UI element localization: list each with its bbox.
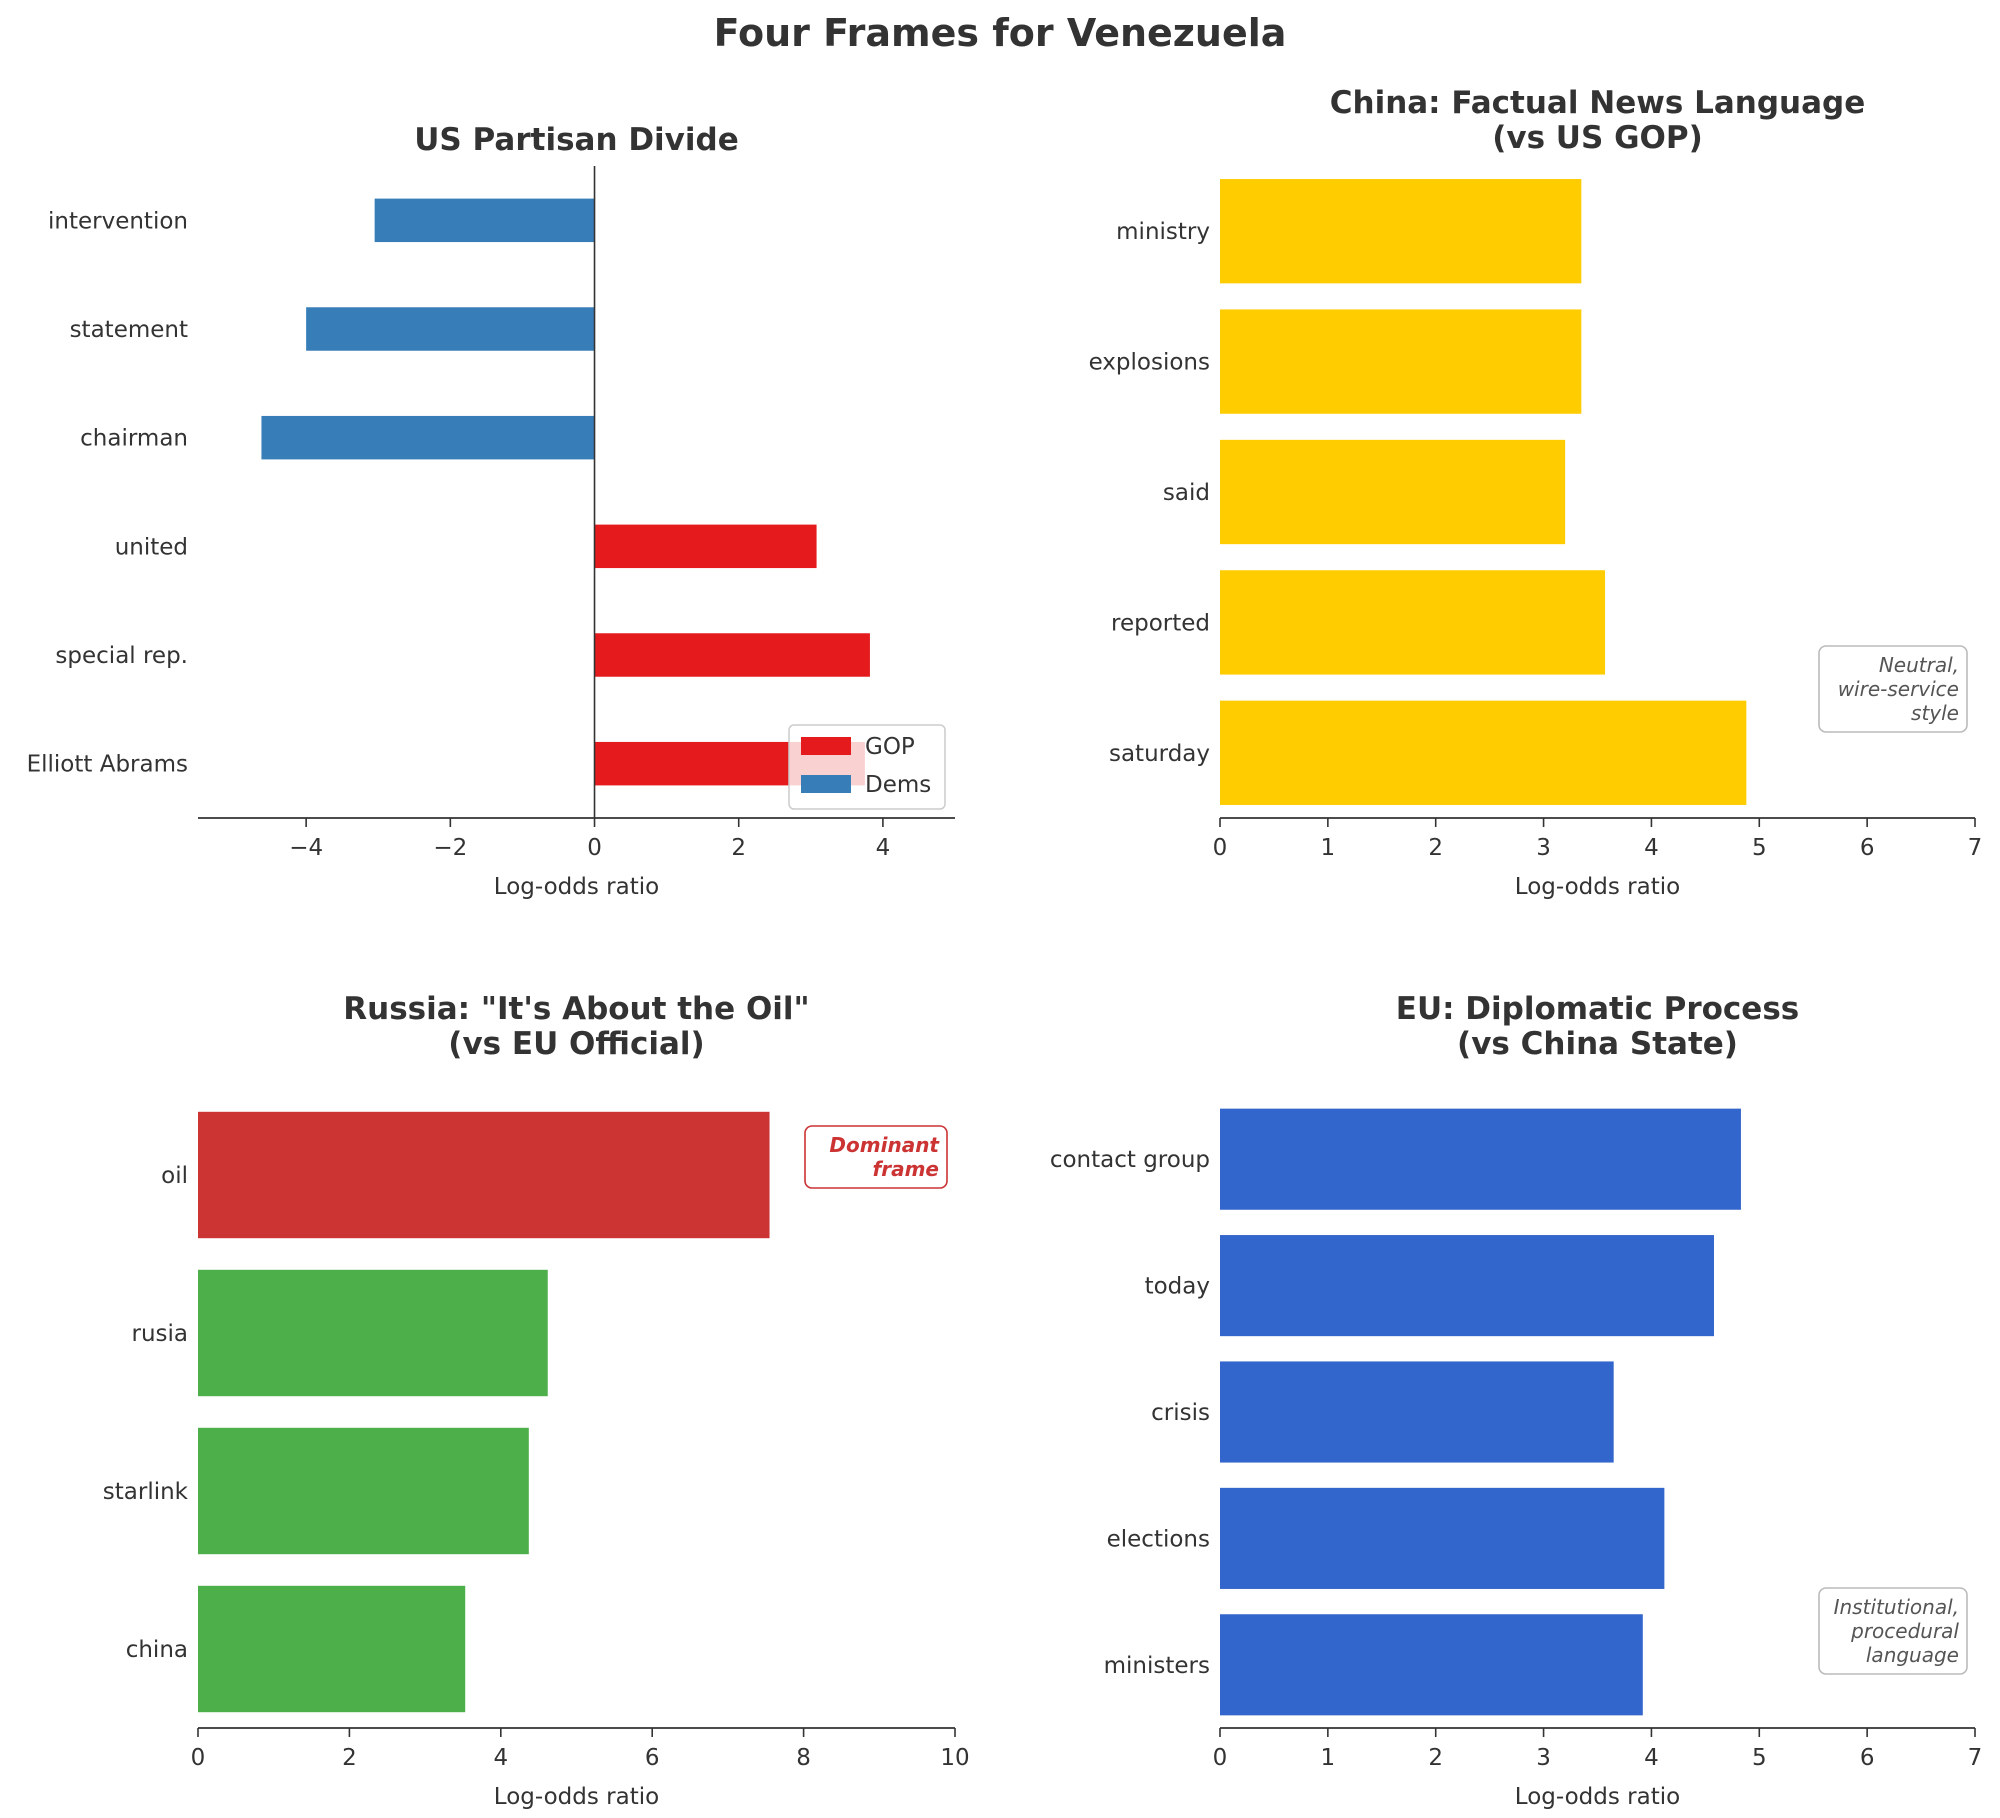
legend-label-dems: Dems: [865, 772, 931, 798]
x-tick-label: 6: [1860, 835, 1875, 861]
x-tick-label: 2: [1428, 1745, 1443, 1771]
annotation-box: [1818, 645, 1968, 733]
category-label-reported: reported: [1111, 610, 1210, 636]
x-tick-label: 1: [1321, 1745, 1336, 1771]
bar-rusia: [198, 1269, 548, 1397]
legend-swatch-gop: [801, 737, 851, 755]
panel-title-line: (vs EU Official): [448, 1026, 704, 1062]
bar-crisis: [1220, 1361, 1614, 1463]
category-label-chairman: chairman: [80, 426, 188, 452]
category-label-special-rep: special rep.: [55, 643, 188, 669]
annotation-text: language: [1866, 1643, 1959, 1667]
panel-title-line: (vs US GOP): [1492, 120, 1703, 156]
x-tick-label: 6: [645, 1745, 660, 1771]
bar-oil: [198, 1111, 770, 1239]
x-axis-label: Log-odds ratio: [494, 874, 659, 900]
x-tick-label: −4: [289, 835, 323, 861]
panel-title: US Partisan Divide: [414, 122, 738, 158]
bar-dems-chairman: [261, 415, 595, 460]
legend-swatch-dems: [801, 775, 851, 793]
x-tick-label: 0: [1213, 835, 1228, 861]
bar-ministry: [1220, 179, 1582, 284]
x-tick-label: 2: [1428, 835, 1443, 861]
category-label-today: today: [1145, 1274, 1210, 1300]
category-label-elections: elections: [1107, 1526, 1210, 1552]
x-axis-label: Log-odds ratio: [1515, 874, 1680, 900]
x-tick-label: 5: [1752, 835, 1767, 861]
x-tick-label: 2: [342, 1745, 357, 1771]
annotation-text: Institutional,: [1834, 1595, 1959, 1619]
panel-eu-diplomatic: EU: Diplomatic Process(vs China State) co…: [1050, 991, 1983, 1810]
category-label-oil: oil: [161, 1163, 188, 1189]
figure-title: Four Frames for Venezuela: [714, 11, 1287, 55]
bar-today: [1220, 1235, 1714, 1337]
x-tick-label: 4: [876, 835, 891, 861]
category-label-saturday: saturday: [1109, 741, 1210, 767]
bar-saturday: [1220, 700, 1747, 805]
x-tick-label: 8: [796, 1745, 811, 1771]
x-tick-label: 4: [493, 1745, 508, 1771]
bar-china: [198, 1585, 466, 1713]
panel-russia-oil: Russia: "It's About the Oil"(vs EU Offic…: [103, 991, 970, 1810]
x-tick-label: 6: [1860, 1745, 1875, 1771]
x-tick-label: 10: [940, 1745, 969, 1771]
panel-title-line: China: Factual News Language: [1330, 85, 1866, 121]
bar-starlink: [198, 1427, 529, 1555]
bar-explosions: [1220, 309, 1582, 414]
category-label-united: united: [115, 534, 188, 560]
legend: GOP Dems: [788, 724, 946, 810]
category-label-crisis: crisis: [1151, 1400, 1210, 1426]
x-tick-label: 4: [1644, 1745, 1659, 1771]
category-label-rusia: rusia: [131, 1321, 188, 1347]
legend-label-gop: GOP: [865, 734, 915, 760]
x-tick-label: 7: [1968, 835, 1983, 861]
annotation-text: frame: [873, 1157, 939, 1181]
x-tick-label: 3: [1536, 835, 1551, 861]
bar-contact-group: [1220, 1108, 1741, 1210]
x-tick-label: 0: [1213, 1745, 1228, 1771]
category-label-elliott-abrams: Elliott Abrams: [27, 752, 188, 778]
annotation-text: style: [1911, 701, 1959, 725]
category-label-contact-group: contact group: [1050, 1147, 1210, 1173]
category-label-ministry: ministry: [1116, 219, 1210, 245]
panel-china-factual: China: Factual News Language(vs US GOP) m…: [1089, 85, 1983, 900]
x-tick-label: 2: [731, 835, 746, 861]
bar-said: [1220, 439, 1566, 545]
x-tick-label: 5: [1752, 1745, 1767, 1771]
annotation-text: procedural: [1850, 1619, 1959, 1643]
x-axis-label: Log-odds ratio: [494, 1784, 659, 1810]
annotation-text: wire-service: [1838, 677, 1959, 701]
annotation-text: Dominant: [829, 1133, 940, 1157]
category-label-ministers: ministers: [1104, 1653, 1210, 1679]
bar-dems-statement: [306, 307, 595, 351]
x-tick-label: 4: [1644, 835, 1659, 861]
panel-title-line: EU: Diplomatic Process: [1396, 991, 1799, 1027]
category-label-said: said: [1163, 480, 1210, 506]
bar-elections: [1220, 1487, 1665, 1589]
panel-title-line: (vs China State): [1457, 1026, 1738, 1062]
category-label-explosions: explosions: [1089, 350, 1210, 376]
bar-gop-special-rep: [594, 633, 870, 677]
x-tick-label: −2: [433, 835, 467, 861]
x-tick-label: 3: [1536, 1745, 1551, 1771]
category-label-starlink: starlink: [103, 1479, 189, 1505]
x-axis-label: Log-odds ratio: [1515, 1784, 1680, 1810]
panel-us-partisan-divide: US Partisan Divide intervention statement c…: [27, 122, 955, 900]
annotation-box: [1818, 1587, 1968, 1675]
category-label-intervention: intervention: [48, 208, 188, 234]
bar-gop-united: [594, 524, 817, 569]
bar-dems-intervention: [374, 198, 595, 243]
bar-reported: [1220, 570, 1606, 675]
bar-ministers: [1220, 1614, 1643, 1716]
x-tick-label: 7: [1968, 1745, 1983, 1771]
x-tick-label: 0: [587, 835, 602, 861]
panel-title-line: Russia: "It's About the Oil": [343, 991, 809, 1027]
category-label-statement: statement: [70, 317, 188, 343]
annotation-text: Neutral,: [1879, 653, 1959, 677]
x-tick-label: 0: [191, 1745, 206, 1771]
category-label-china: china: [126, 1637, 188, 1663]
x-tick-label: 1: [1321, 835, 1336, 861]
annotation-box: [804, 1125, 948, 1189]
